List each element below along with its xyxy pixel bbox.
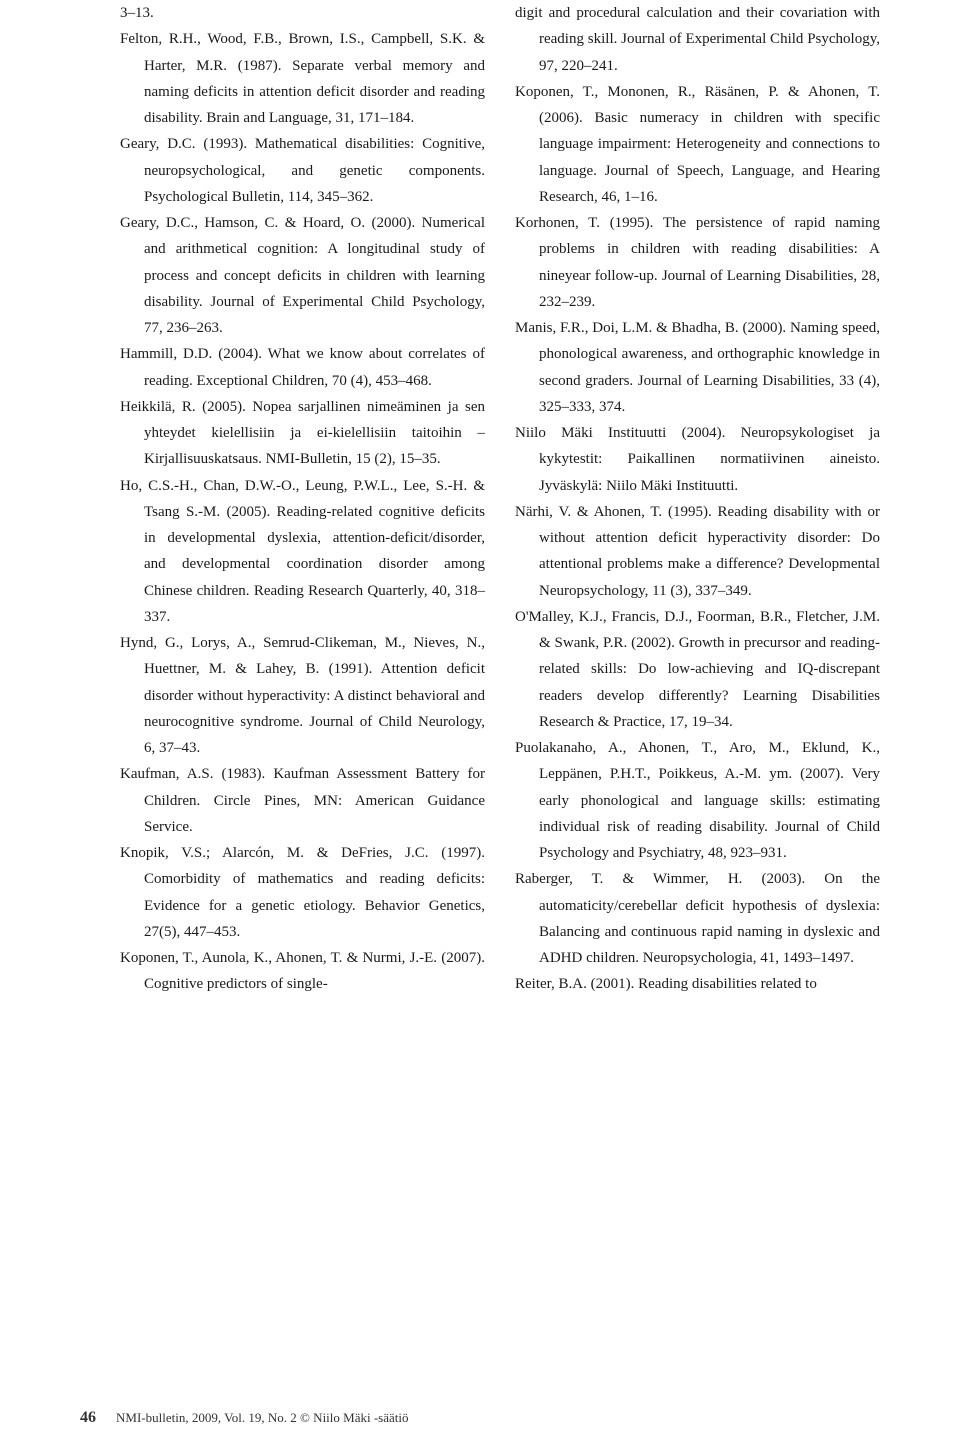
page-number: 46 xyxy=(80,1409,96,1427)
two-column-layout: 3–13.Felton, R.H., Wood, F.B., Brown, I.… xyxy=(120,0,880,998)
reference-entry: Korhonen, T. (1995). The persistence of … xyxy=(515,210,880,315)
footer-citation: NMI-bulletin, 2009, Vol. 19, No. 2 © Nii… xyxy=(116,1410,409,1426)
reference-entry: Närhi, V. & Ahonen, T. (1995). Reading d… xyxy=(515,499,880,604)
reference-entry: Kaufman, A.S. (1983). Kaufman Assessment… xyxy=(120,761,485,840)
reference-entry: digit and procedural calculation and the… xyxy=(515,0,880,79)
reference-entry: Geary, D.C. (1993). Mathematical disabil… xyxy=(120,131,485,210)
reference-entry: Raberger, T. & Wimmer, H. (2003). On the… xyxy=(515,866,880,971)
page-footer: 46 NMI-bulletin, 2009, Vol. 19, No. 2 © … xyxy=(80,1409,409,1427)
reference-entry: Niilo Mäki Instituutti (2004). Neuropsyk… xyxy=(515,420,880,499)
references-column-right: digit and procedural calculation and the… xyxy=(515,0,880,998)
references-column-left: 3–13.Felton, R.H., Wood, F.B., Brown, I.… xyxy=(120,0,485,998)
reference-entry: Knopik, V.S.; Alarcón, M. & DeFries, J.C… xyxy=(120,840,485,945)
reference-entry: Felton, R.H., Wood, F.B., Brown, I.S., C… xyxy=(120,26,485,131)
reference-entry: Hynd, G., Lorys, A., Semrud-Clikeman, M.… xyxy=(120,630,485,761)
reference-entry: Hammill, D.D. (2004). What we know about… xyxy=(120,341,485,394)
reference-entry: 3–13. xyxy=(120,0,485,26)
reference-entry: Reiter, B.A. (2001). Reading disabilitie… xyxy=(515,971,880,997)
reference-entry: Puolakanaho, A., Ahonen, T., Aro, M., Ek… xyxy=(515,735,880,866)
reference-entry: Koponen, T., Mononen, R., Räsänen, P. & … xyxy=(515,79,880,210)
reference-entry: Heikkilä, R. (2005). Nopea sarjallinen n… xyxy=(120,394,485,473)
reference-entry: O'Malley, K.J., Francis, D.J., Foorman, … xyxy=(515,604,880,735)
reference-entry: Ho, C.S.-H., Chan, D.W.-O., Leung, P.W.L… xyxy=(120,473,485,631)
reference-entry: Manis, F.R., Doi, L.M. & Bhadha, B. (200… xyxy=(515,315,880,420)
page-content: 3–13.Felton, R.H., Wood, F.B., Brown, I.… xyxy=(0,0,960,998)
reference-entry: Koponen, T., Aunola, K., Ahonen, T. & Nu… xyxy=(120,945,485,998)
reference-entry: Geary, D.C., Hamson, C. & Hoard, O. (200… xyxy=(120,210,485,341)
